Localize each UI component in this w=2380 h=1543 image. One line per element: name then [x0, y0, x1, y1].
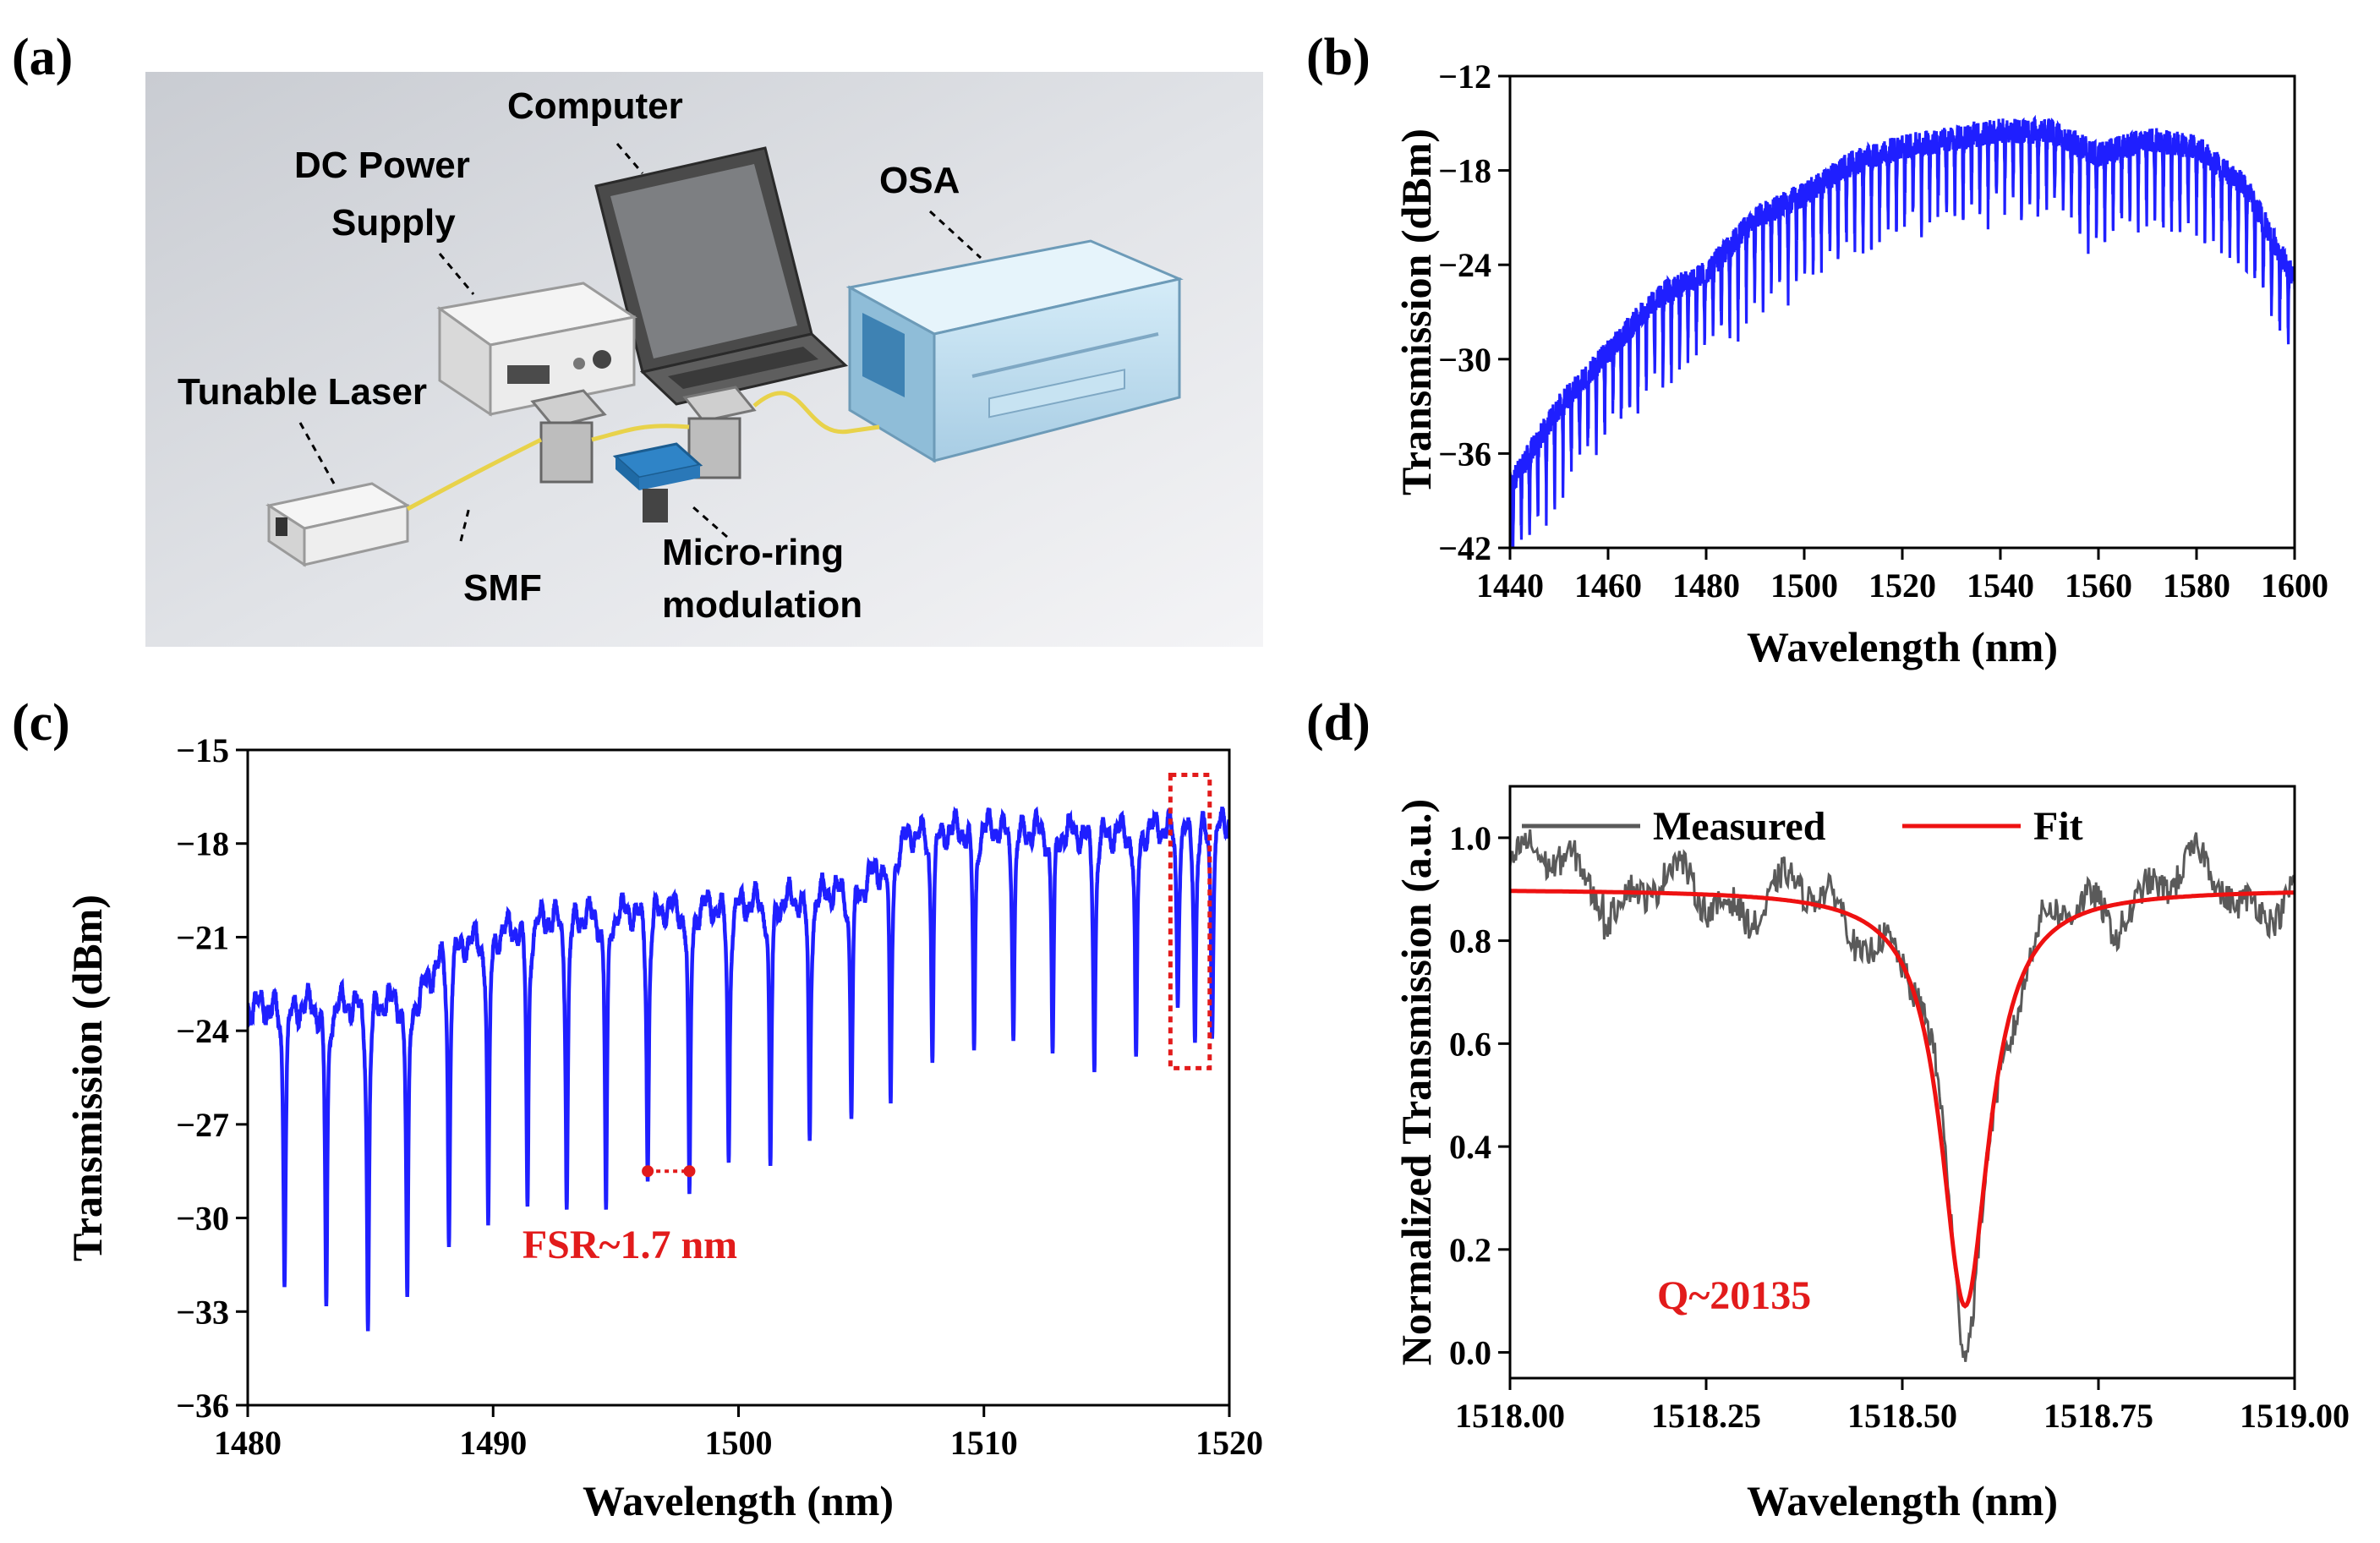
label-tunable-laser: Tunable Laser: [178, 371, 427, 413]
x-tick-label: 1460: [1574, 566, 1642, 605]
y-tick-label: −21: [176, 918, 229, 956]
x-tick-label: 1480: [1672, 566, 1740, 605]
dc-power-supply: [436, 282, 637, 417]
panel-d-measured-line: [1510, 829, 2295, 1362]
panel-c-label: (c): [12, 694, 70, 752]
panel-d: (d) 1518.00 1518.25 1518.50 1518.75 1519.00 0…: [1306, 694, 2350, 1524]
label-dc-power-2: Supply: [331, 202, 456, 243]
y-tick-label: 0.0: [1449, 1334, 1491, 1372]
panel-b-axes: 1440 1460 1480 1500 1520 1540 1560 1580 1600 −42 −…: [1438, 57, 2328, 605]
micro-ring-stage: [530, 386, 757, 523]
label-computer: Computer: [507, 85, 683, 127]
y-tick-label: 0.4: [1449, 1128, 1491, 1166]
y-tick-label: −36: [176, 1387, 229, 1425]
y-tick-label: −12: [1438, 57, 1491, 96]
panel-b-plot-area: [1510, 114, 2295, 548]
y-tick-label: 0.8: [1449, 922, 1491, 960]
x-tick-label: 1580: [2163, 566, 2230, 605]
y-tick-label: −24: [1438, 246, 1491, 284]
panel-b-x-axis-title: Wavelength (nm): [1747, 623, 2058, 670]
x-tick-label: 1490: [459, 1424, 527, 1462]
highlight-box: [1168, 773, 1212, 1070]
fsr-annotation: FSR~1.7 nm: [523, 1223, 737, 1267]
x-tick-label: 1519.00: [2240, 1397, 2350, 1435]
fsr-marker-end: [683, 1165, 696, 1178]
panel-a-label: (a): [12, 29, 73, 86]
x-tick-label: 1600: [2261, 566, 2328, 605]
label-osa: OSA: [879, 160, 960, 201]
x-tick-label: 1540: [1967, 566, 2034, 605]
leader-lines: [298, 143, 982, 542]
fsr-marker-start: [642, 1165, 654, 1178]
x-tick-label: 1518.00: [1455, 1397, 1565, 1435]
y-tick-label: 1.0: [1449, 819, 1491, 857]
y-tick-label: −24: [176, 1012, 229, 1050]
x-tick-label: 1500: [1770, 566, 1838, 605]
legend-fit-label: Fit: [2033, 804, 2083, 849]
panel-d-y-axis-title: Normalized Transmission (a.u.): [1392, 799, 1440, 1365]
computer-laptop: [594, 146, 849, 406]
y-tick-label: −18: [176, 825, 229, 863]
single-mode-fiber: [406, 391, 880, 512]
panel-d-plot-area: [1510, 829, 2295, 1362]
legend-measured-label: Measured: [1653, 804, 1826, 849]
panel-b-y-axis-title: Transmission (dBm): [1392, 129, 1440, 495]
panel-d-x-axis-title: Wavelength (nm): [1747, 1477, 2058, 1524]
y-tick-label: −36: [1438, 435, 1491, 473]
panel-b: (b) 1440 1460 1480 1500 1520 1540 1560 1580 1600…: [1306, 29, 2328, 670]
panel-c-transmission-line: [248, 806, 1229, 1332]
panel-d-legend: Measured Fit: [1522, 804, 2083, 849]
label-micro-ring-1: Micro-ring: [662, 532, 844, 573]
x-tick-label: 1560: [2065, 566, 2132, 605]
panel-d-fit-line: [1510, 889, 2295, 1309]
panel-a: (a): [12, 29, 1263, 647]
panel-c-axes: 1480 1490 1500 1510 1520 −36 −33 −30 −27 −24 −21 −1…: [176, 731, 1263, 1462]
y-tick-label: 0.2: [1449, 1231, 1491, 1269]
x-tick-label: 1518.75: [2044, 1397, 2153, 1435]
y-tick-label: −15: [176, 731, 229, 769]
x-tick-label: 1518.50: [1847, 1397, 1957, 1435]
label-smf: SMF: [463, 567, 542, 609]
panel-c: (c) 1480 1490 1500 1510 1520 −36 −33 −30 −27 −24 −…: [12, 694, 1263, 1524]
x-tick-label: 1440: [1476, 566, 1544, 605]
x-tick-label: 1510: [950, 1424, 1018, 1462]
y-tick-label: −30: [1438, 341, 1491, 379]
panel-c-y-axis-title: Transmission (dBm): [63, 895, 111, 1261]
q-factor-annotation: Q~20135: [1657, 1273, 1811, 1318]
y-tick-label: −33: [176, 1293, 229, 1331]
y-tick-label: 0.6: [1449, 1025, 1491, 1063]
panel-d-label: (d): [1306, 694, 1371, 752]
y-tick-label: −30: [176, 1200, 229, 1238]
panel-b-label: (b): [1306, 29, 1371, 86]
x-tick-label: 1500: [705, 1424, 773, 1462]
tunable-laser: [265, 482, 411, 567]
x-tick-label: 1480: [214, 1424, 282, 1462]
label-micro-ring-2: modulation: [662, 584, 862, 626]
panel-b-transmission-line: [1510, 114, 2295, 548]
x-tick-label: 1520: [1868, 566, 1936, 605]
osa-instrument: [845, 239, 1184, 463]
panel-c-plot-area: [248, 806, 1229, 1332]
label-dc-power-1: DC Power: [294, 145, 470, 186]
panel-d-axes: 1518.00 1518.25 1518.50 1518.75 1519.00 0.0 0.…: [1449, 819, 2350, 1435]
x-tick-label: 1518.25: [1651, 1397, 1761, 1435]
panel-c-annotations: [642, 773, 1212, 1178]
panel-c-x-axis-title: Wavelength (nm): [583, 1477, 894, 1524]
x-tick-label: 1520: [1195, 1424, 1263, 1462]
y-tick-label: −27: [176, 1106, 229, 1144]
y-tick-label: −42: [1438, 529, 1491, 567]
y-tick-label: −18: [1438, 152, 1491, 190]
